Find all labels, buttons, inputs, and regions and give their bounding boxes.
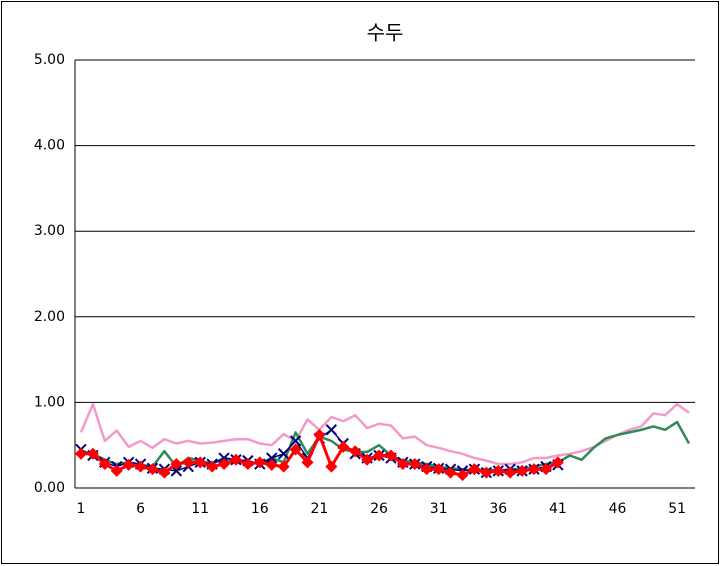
x-tick-label: 26 — [370, 501, 388, 517]
x-tick-label: 1 — [77, 501, 86, 517]
diamond-marker — [229, 453, 242, 466]
diamond-marker — [218, 458, 231, 471]
diamond-marker — [146, 463, 159, 476]
diamond-marker — [313, 428, 326, 441]
diamond-marker — [98, 458, 111, 471]
diamond-marker — [349, 445, 362, 458]
diamond-marker — [277, 460, 290, 473]
diamond-marker — [241, 458, 254, 471]
x-tick-label: 16 — [251, 501, 269, 517]
x-tick-label: 41 — [549, 501, 567, 517]
x-tick-label: 46 — [609, 501, 627, 517]
diamond-marker — [265, 458, 278, 471]
diamond-marker — [325, 460, 338, 473]
diamond-marker — [420, 463, 433, 476]
diamond-marker — [361, 453, 374, 466]
x-marker — [289, 435, 302, 447]
y-tick-label: 4.00 — [34, 138, 65, 154]
diamond-marker — [74, 447, 87, 460]
y-tick-label: 5.00 — [34, 52, 65, 68]
x-marker — [277, 448, 290, 460]
diamond-marker — [110, 464, 123, 477]
diamond-marker — [206, 460, 219, 473]
diamond-marker — [194, 456, 207, 469]
x-tick-label: 51 — [668, 501, 686, 517]
diamond-marker — [539, 463, 552, 476]
diamond-marker — [504, 466, 517, 479]
x-tick-label: 6 — [136, 501, 145, 517]
diamond-marker — [551, 456, 564, 469]
diamond-marker — [384, 449, 397, 462]
diamond-marker — [134, 460, 147, 473]
diamond-marker — [408, 458, 421, 471]
diamond-marker — [468, 463, 481, 476]
diamond-marker — [122, 458, 135, 471]
diamond-marker — [337, 440, 350, 453]
diamond-marker — [301, 456, 314, 469]
x-tick-label: 36 — [489, 501, 507, 517]
diamond-marker — [516, 464, 529, 477]
diamond-marker — [396, 458, 409, 471]
y-tick-label: 0.00 — [34, 480, 65, 496]
diamond-marker — [432, 463, 445, 476]
y-tick-label: 3.00 — [34, 223, 65, 239]
diamond-marker — [528, 463, 541, 476]
chart-title: 수두 — [367, 21, 404, 45]
diamond-marker — [480, 466, 493, 479]
diamond-marker — [158, 466, 171, 479]
diamond-marker — [86, 447, 99, 460]
diamond-marker — [444, 466, 457, 479]
diamond-marker — [170, 458, 183, 471]
y-tick-label: 1.00 — [34, 394, 65, 410]
diamond-marker — [182, 456, 195, 469]
diamond-marker — [289, 443, 302, 456]
diamond-marker — [456, 469, 469, 482]
x-tick-label: 11 — [191, 501, 209, 517]
x-tick-label: 21 — [311, 501, 329, 517]
x-marker — [266, 452, 278, 464]
diamond-marker — [373, 449, 386, 462]
diamond-marker — [253, 456, 266, 469]
diamond-marker — [492, 464, 505, 477]
series-line — [79, 402, 690, 466]
x-tick-label: 31 — [430, 501, 448, 517]
y-tick-label: 2.00 — [34, 309, 65, 325]
x-marker — [325, 424, 338, 436]
